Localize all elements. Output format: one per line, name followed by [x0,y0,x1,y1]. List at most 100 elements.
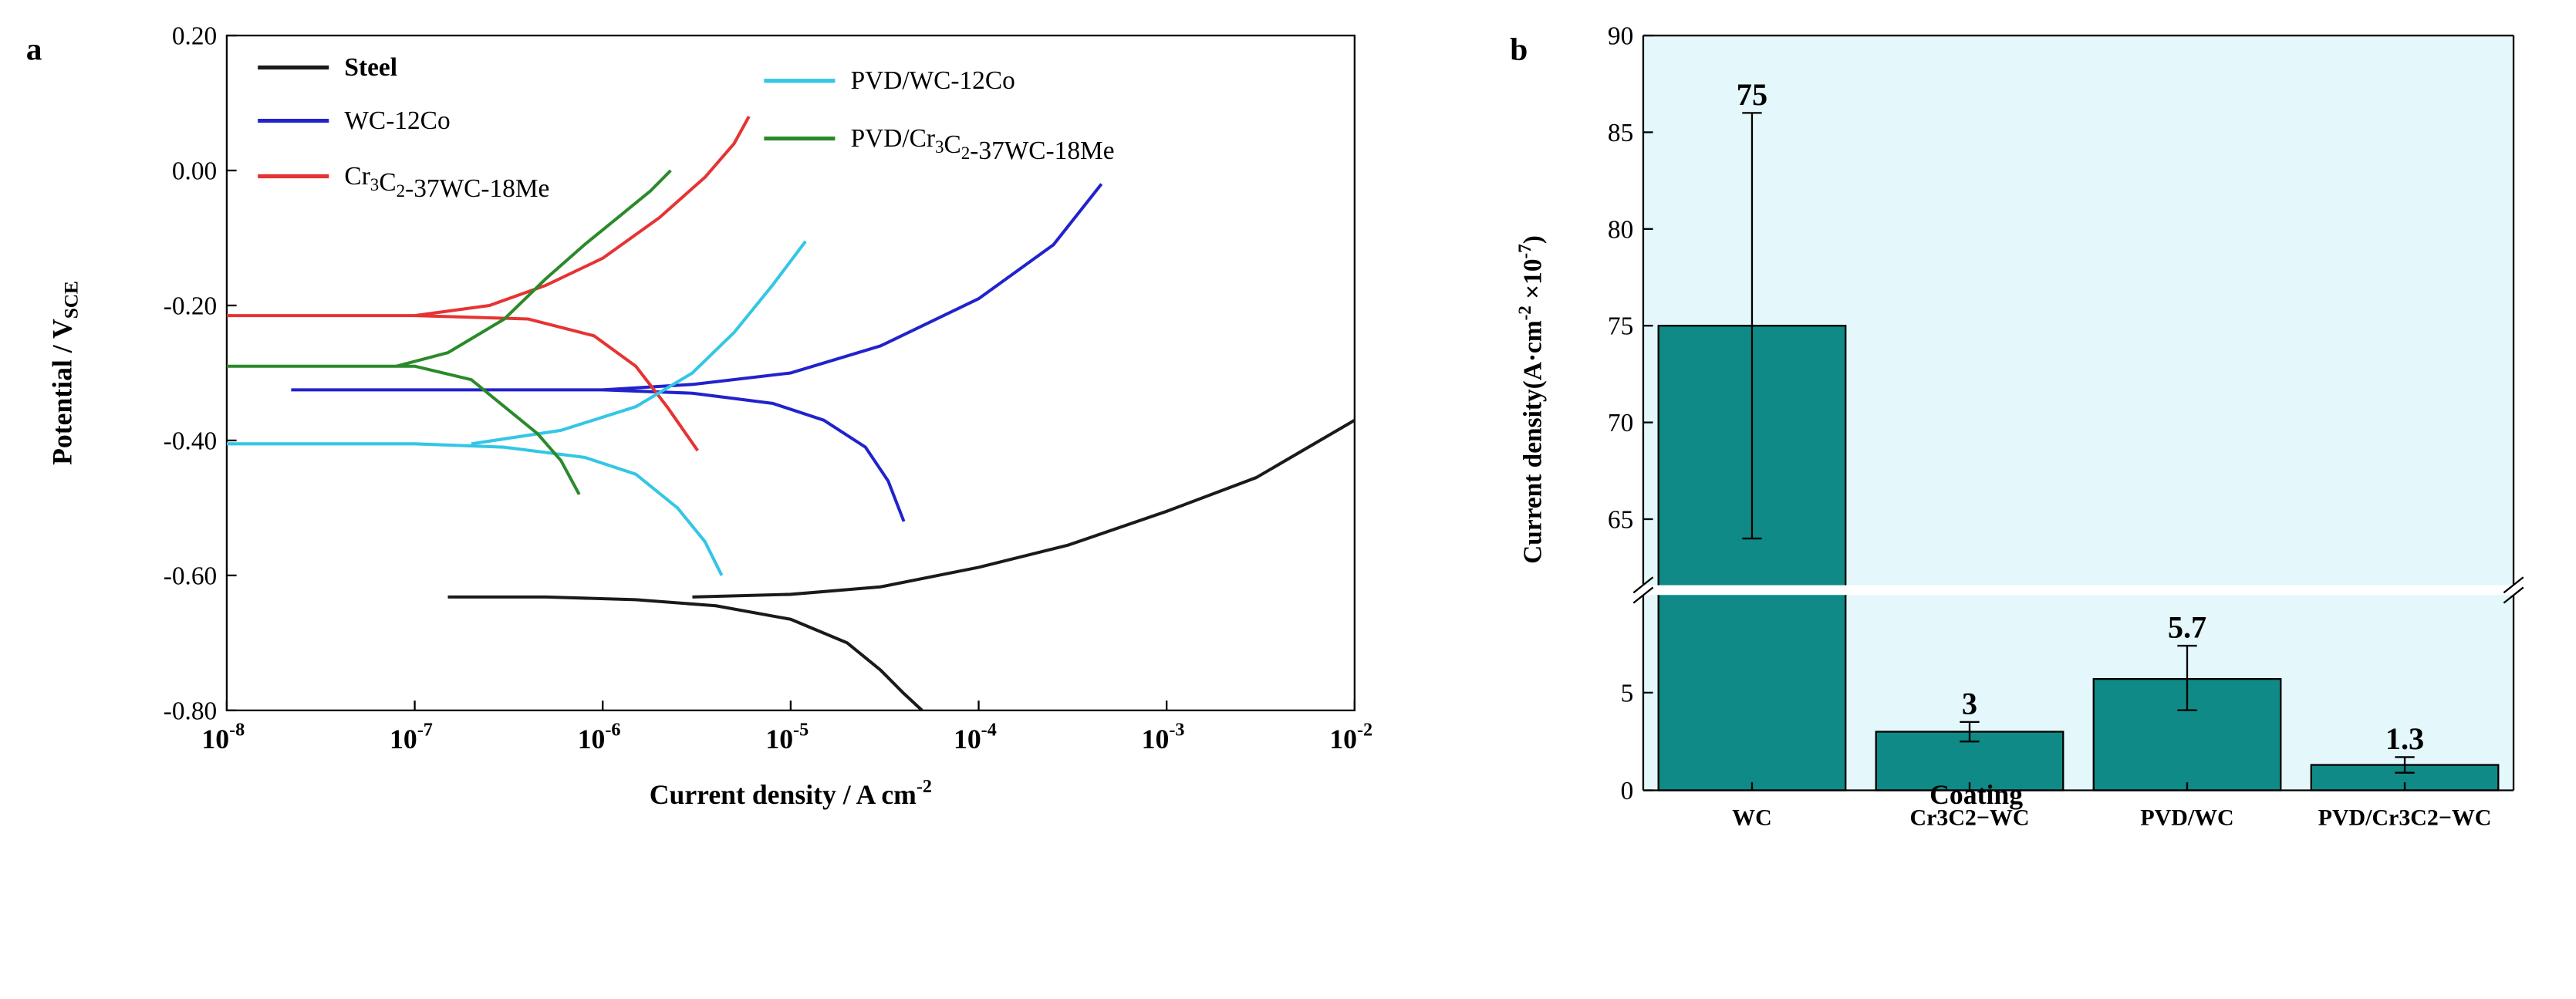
panel-a-y-tick-label: -0.20 [164,292,218,320]
panel-a-x-tick-label: 10-3 [1142,720,1185,754]
panel-b-axis-break-gap [1629,585,2527,596]
panel-a-y-axis-label-sub: SCE [61,281,83,319]
panel-a-series-line-anodic [603,183,1103,392]
panel-a-x-tick-base: 10 [765,724,793,754]
panel-b-y-tick-label: 65 [1608,506,1633,535]
panel-b-x-tick-label: WC [1732,805,1772,830]
panel-a-legend-label-part: 2 [961,143,971,163]
panel-a-series-line-anodic [414,116,751,318]
panel-a-legend-label: Steel [344,53,397,82]
panel-b-y-tick-label: 85 [1608,119,1633,147]
panel-a-legend-label-part: 3 [935,137,944,157]
panel-a-x-tick-base: 10 [1329,724,1357,754]
panel-b-x-tick-label: Cr3C2−WC [1910,805,2030,830]
panel-b-y-axis-label-mid: ×10 [1519,258,1548,305]
panel-b-y-axis-label-end: ) [1519,235,1548,244]
panel-a-legend-label-part: Cr [344,162,370,191]
panel-b-break-mark-upper [1632,576,1654,594]
panel-a-legend-label-part: WC-12Co [344,106,450,135]
panel-a-legend-label-part: -37WC-18Me [405,174,549,203]
panel-a-x-tick-exp: -2 [1357,720,1372,741]
panel-a-label: a [26,32,42,67]
panel-a-y-axis-label: Potential / VSCE [46,281,82,465]
panel-a-legend-label-part: 3 [370,174,380,194]
panel-b-value-label: 3 [1962,686,1977,721]
panel-a-legend-label: PVD/WC-12Co [851,66,1015,95]
panel-b-bar-chart: b 75 3 5.7 1.3 0 5 65 70 75 80 85 90 WC Cr3C2−WC PVD… [1510,22,2527,830]
panel-a-x-axis-label-sup: -2 [917,776,932,797]
panel-a-legend-label-part: Steel [344,53,397,82]
panel-a-legend-label-part: 2 [397,181,406,201]
panel-b-y-axis-label: Current density(A·cm-2 ×10-7) [1514,235,1548,564]
panel-b-break-mark-upper [2503,576,2524,594]
panel-a-x-ticks: 10-8 10-7 10-6 10-5 10-4 10-3 10-2 [201,700,1372,754]
panel-a-x-tick-exp: -7 [417,720,433,741]
panel-a-x-tick-exp: -5 [793,720,809,741]
panel-a-y-tick-label: 0.00 [172,157,217,186]
panel-b-x-ticks: WC Cr3C2−WC PVD/WC PVD/Cr3C2−WC [1732,782,2491,830]
panel-b-bars: 75 3 5.7 1.3 [1629,77,2527,791]
panel-a-legend-label: Cr3C2-37WC-18Me [344,162,549,203]
panel-a-x-tick-label: 10-2 [1329,720,1372,754]
panel-b-x-tick-label: PVD/Cr3C2−WC [2318,805,2492,830]
panel-a-series-line-anodic [396,169,672,368]
panel-a-x-axis-label: Current density / A cm-2 [650,776,932,810]
panel-a-legend-label-part: C [379,168,396,197]
panel-a-polarization-chart: a 0.200.00-0.20-0.40-0.60-0.80 10-8 10-7 1… [26,22,1372,810]
panel-a-x-tick-base: 10 [1142,724,1170,754]
panel-a-x-tick-exp: -8 [229,720,245,741]
panel-a-y-tick-label: -0.60 [164,562,218,590]
panel-b-y-axis-label-sup1: -2 [1514,305,1534,320]
panel-a-legend-label: PVD/Cr3C2-37WC-18Me [851,124,1115,165]
panel-a-x-tick-base: 10 [390,724,417,754]
panel-b-y-ticks: 0 5 65 70 75 80 85 90 [1608,22,1653,805]
panel-a-legend-label-part: C [944,130,961,159]
panel-b-axes [1632,34,2524,791]
panel-a-x-tick-base: 10 [201,724,229,754]
panel-b-y-axis-label-sup2: -7 [1514,244,1534,258]
panel-b-y-tick-label: 90 [1608,22,1633,51]
panel-a-x-tick-label: 10-4 [954,720,997,754]
panel-a-x-tick-exp: -6 [605,720,620,741]
panel-a-x-tick-label: 10-7 [390,720,433,754]
panel-a-y-axis-label-text: Potential / V [46,319,77,465]
panel-b-label: b [1510,32,1528,67]
panel-a-x-tick-label: 10-5 [765,720,809,754]
panel-a-x-tick-label: 10-8 [201,720,245,754]
panel-b-y-axis-label-text: Current density(A·cm [1519,320,1548,564]
panel-b-y-tick-label: 80 [1608,215,1633,244]
panel-a-x-tick-label: 10-6 [578,720,621,754]
panel-a-x-tick-exp: -3 [1169,720,1184,741]
panel-a-series-group [226,116,1356,712]
panel-b-value-label: 5.7 [2168,610,2206,645]
panel-a-legend: SteelWC-12CoCr3C2-37WC-18MePVD/WC-12CoPV… [258,53,1115,203]
panel-a-x-tick-exp: -4 [981,720,997,741]
panel-a-legend-label-part: PVD/WC-12Co [851,66,1015,95]
panel-a-series-line-cathodic [447,595,923,712]
panel-a-series-line-cathodic [226,364,581,495]
panel-a-legend-label-part: -37WC-18Me [970,137,1114,165]
panel-a-y-tick-label: -0.80 [164,697,218,725]
panel-a-legend-label: WC-12Co [344,106,450,135]
panel-b-y-tick-label: 5 [1621,679,1634,707]
panel-b-x-tick-label: PVD/WC [2140,805,2233,830]
panel-a-series-line-anodic [471,240,807,446]
panel-b-y-tick-label: 0 [1621,777,1634,805]
panel-b-x-axis-label: Coating [1929,779,2023,810]
panel-a-series-line-cathodic [291,388,906,522]
panel-a-y-ticks: 0.20 0.00 -0.20 -0.40 -0.60 -0.80 [164,22,237,725]
panel-a-series-line-cathodic [226,314,699,452]
panel-a-x-axis-label-text: Current density / A cm [650,779,917,810]
panel-a-series-line-cathodic [226,442,724,576]
panel-b-y-tick-label: 70 [1608,409,1633,437]
panel-a-series-line-anodic [692,418,1356,599]
panel-a-y-tick-label: -0.40 [164,427,218,455]
panel-a-legend-label-part: PVD/Cr [851,124,935,153]
panel-a-x-tick-base: 10 [954,724,981,754]
panel-b-value-label: 75 [1737,77,1767,112]
panel-b-y-tick-label: 75 [1608,312,1633,341]
panel-a-y-tick-label: 0.20 [172,22,217,51]
panel-b-value-label: 1.3 [2385,721,2424,756]
panel-b-break-mark-lower [1632,586,1654,604]
panel-b-break-mark-lower [2503,586,2524,604]
